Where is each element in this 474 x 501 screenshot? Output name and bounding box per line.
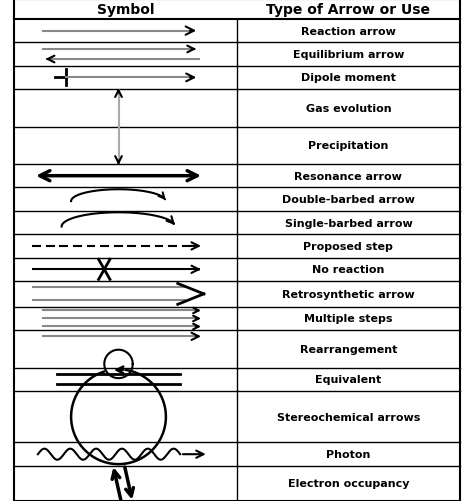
Text: Type of Arrow or Use: Type of Arrow or Use xyxy=(266,3,430,17)
Text: Single-barbed arrow: Single-barbed arrow xyxy=(284,218,412,228)
Text: Double-barbed arrow: Double-barbed arrow xyxy=(282,195,415,205)
Text: Resonance arrow: Resonance arrow xyxy=(294,171,402,181)
Text: Dipole moment: Dipole moment xyxy=(301,73,396,83)
Text: Symbol: Symbol xyxy=(97,3,155,17)
Text: Equivalent: Equivalent xyxy=(315,375,382,385)
Text: Precipitation: Precipitation xyxy=(308,141,389,151)
Text: Electron occupancy: Electron occupancy xyxy=(288,478,409,488)
Text: Photon: Photon xyxy=(326,449,371,459)
Text: Multiple steps: Multiple steps xyxy=(304,314,392,324)
Text: Proposed step: Proposed step xyxy=(303,241,393,252)
Text: Retrosynthetic arrow: Retrosynthetic arrow xyxy=(282,289,415,299)
Text: No reaction: No reaction xyxy=(312,265,384,275)
Text: Rearrangement: Rearrangement xyxy=(300,344,397,354)
Text: Stereochemical arrows: Stereochemical arrows xyxy=(277,412,420,422)
Text: Gas evolution: Gas evolution xyxy=(306,104,391,114)
Text: Reaction arrow: Reaction arrow xyxy=(301,27,396,37)
Text: Equilibrium arrow: Equilibrium arrow xyxy=(293,50,404,60)
